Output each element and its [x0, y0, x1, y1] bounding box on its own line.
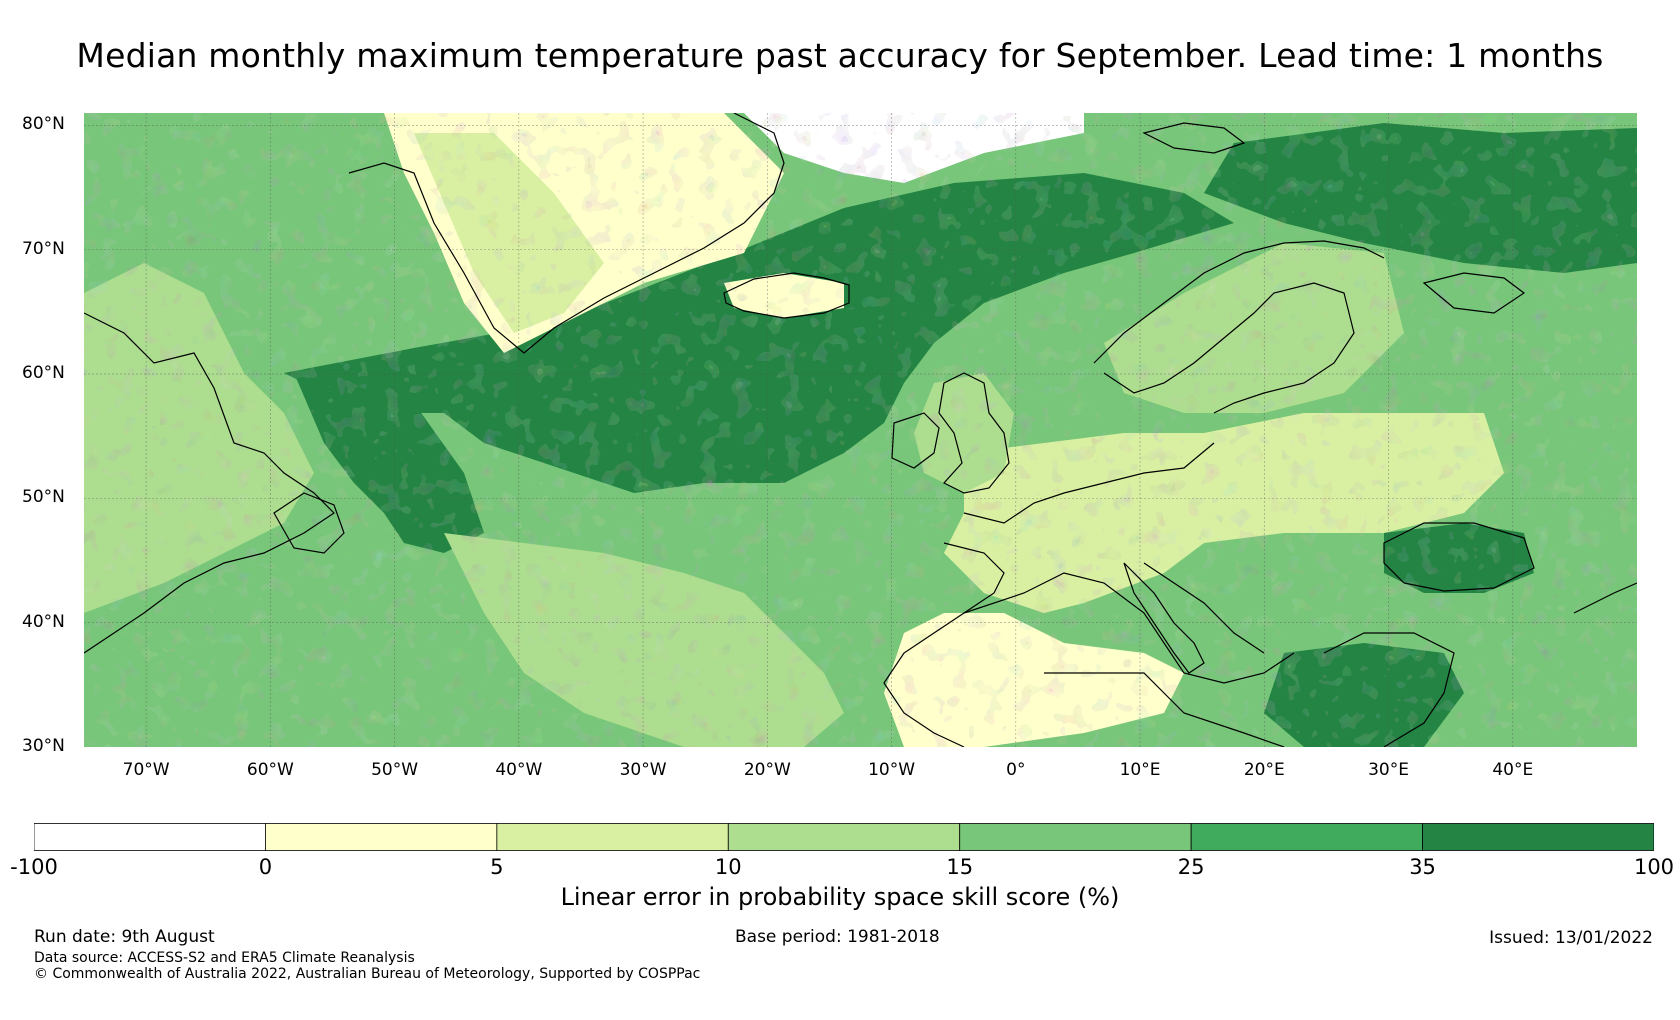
svalbard-coast [1142, 122, 1246, 154]
mediterranean-coast [963, 562, 1295, 747]
map-title: Median monthly maximum temperature past … [76, 36, 1604, 75]
colorbar-swatch [959, 823, 1192, 851]
east-med-coast [1323, 582, 1637, 747]
north-america-coast [84, 312, 335, 654]
skill-score-map [84, 113, 1637, 747]
lon-label: 20°E [1243, 760, 1285, 780]
issued-date: Issued: 13/01/2022 [1489, 928, 1653, 948]
colorbar-tick-label: 15 [946, 855, 974, 879]
scandinavia-coast [1093, 240, 1385, 414]
map-texture [84, 113, 1637, 747]
colorbar-swatch [1190, 823, 1423, 851]
colorbar-tick-label: 10 [714, 855, 742, 879]
lon-label: 20°W [743, 760, 791, 780]
map-panel [84, 113, 1637, 747]
colorbar-swatch [265, 823, 498, 851]
lon-label: 0° [1006, 760, 1026, 780]
italy-coast [1123, 562, 1205, 674]
colorbar-tick-label: 0 [258, 855, 273, 879]
colorbar-tick-label: 25 [1177, 855, 1205, 879]
lat-label: 30°N [22, 736, 65, 756]
data-source: Data source: ACCESS-S2 and ERA5 Climate … [34, 950, 415, 966]
lon-label: 50°W [371, 760, 419, 780]
lon-label: 40°E [1492, 760, 1534, 780]
map-gridlines [84, 113, 1637, 747]
novaya-coast [1422, 272, 1526, 314]
colorbar [34, 823, 1654, 851]
colorbar-swatch [1422, 823, 1654, 851]
colorbar-tick-label: 100 [1633, 855, 1675, 879]
colorbar-tick-label: 35 [1409, 855, 1436, 879]
uk-coast [938, 372, 1010, 494]
lat-label: 50°N [22, 487, 65, 508]
lat-label: 60°N [22, 363, 65, 384]
colorbar-swatch [496, 823, 729, 851]
colorbar-swatch [727, 823, 961, 851]
colorbar-swatch [34, 823, 266, 851]
iceland-coast [723, 272, 850, 319]
colorbar-swatches [34, 823, 1654, 851]
newfoundland-coast [273, 492, 345, 554]
coastlines [84, 113, 1637, 747]
colorbar-tick-label: 5 [490, 855, 504, 879]
greenland-coast [348, 113, 785, 354]
lon-label: 60°W [246, 760, 294, 780]
lon-label: 10°W [868, 760, 916, 780]
lat-label: 80°N [22, 114, 65, 135]
ireland-coast [891, 412, 940, 469]
lon-label: 30°E [1368, 760, 1409, 780]
europe-coast [883, 442, 1215, 747]
colorbar-tick-label: -100 [10, 855, 58, 879]
colorbar-label: Linear error in probability space skill … [560, 883, 1120, 911]
lon-label: 30°W [619, 760, 667, 780]
run-date: Run date: 9th August [34, 927, 215, 947]
black-sea-coast [1383, 522, 1535, 592]
lon-label: 10°E [1119, 760, 1161, 780]
lat-label: 40°N [22, 611, 65, 632]
lat-label: 70°N [22, 238, 65, 259]
copyright: © Commonwealth of Australia 2022, Austra… [34, 966, 701, 982]
lon-label: 70°W [122, 760, 170, 780]
base-period: Base period: 1981-2018 [735, 927, 940, 947]
lon-label: 40°W [495, 760, 543, 780]
